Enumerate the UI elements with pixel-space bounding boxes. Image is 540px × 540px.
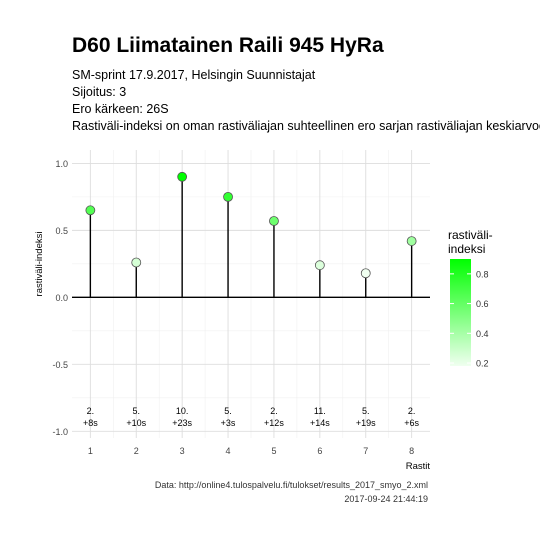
time-diff-label: +3s — [221, 418, 236, 428]
x-tick-label: 6 — [317, 446, 322, 456]
x-axis-title: Rastit — [406, 461, 431, 472]
legend-tick-label: 0.4 — [476, 329, 489, 339]
x-tick-label: 7 — [363, 446, 368, 456]
legend-title-line-2: indeksi — [448, 242, 485, 256]
rank-label: 11. — [314, 406, 326, 416]
time-diff-label: +19s — [356, 418, 376, 428]
data-point — [85, 205, 96, 216]
x-tick-label: 1 — [88, 446, 93, 456]
data-point — [406, 236, 417, 246]
data-point — [131, 257, 142, 268]
subtitle-line-4: Rastiväli-indeksi on oman rastiväliajan … — [72, 119, 540, 133]
time-diff-label: +12s — [264, 418, 284, 428]
rank-label: 5. — [224, 406, 232, 416]
time-diff-label: +14s — [310, 418, 330, 428]
rank-label: 5. — [362, 406, 370, 416]
subtitle-line-2: Sijoitus: 3 — [72, 85, 127, 99]
data-point — [360, 268, 371, 279]
x-tick-label: 4 — [226, 446, 231, 456]
legend-title-line-1: rastiväli- — [448, 228, 493, 242]
time-diff-label: +6s — [404, 418, 419, 428]
legend-tick-label: 0.8 — [476, 269, 489, 279]
y-tick-label: -0.5 — [52, 360, 68, 370]
subtitle-line-1: SM-sprint 17.9.2017, Helsingin Suunnista… — [72, 68, 316, 82]
x-tick-label: 2 — [134, 446, 139, 456]
y-tick-label: 1.0 — [55, 159, 68, 169]
caption-source: Data: http://online4.tulospalvelu.fi/tul… — [154, 480, 428, 490]
time-diff-label: +10s — [126, 418, 146, 428]
data-point — [314, 260, 325, 271]
rank-label: 2. — [408, 406, 416, 416]
y-axis-title: rastiväli-indeksi — [34, 232, 45, 297]
y-tick-label: -1.0 — [52, 427, 68, 437]
y-tick-label: 0.5 — [55, 226, 68, 236]
rank-label: 10. — [176, 406, 189, 416]
x-tick-label: 5 — [271, 446, 276, 456]
subtitle-line-3: Ero kärkeen: 26S — [72, 102, 169, 116]
legend-tick-label: 0.2 — [476, 359, 489, 369]
data-point — [223, 191, 233, 202]
legend-colorbar — [450, 259, 471, 366]
legend-tick-label: 0.6 — [476, 299, 489, 309]
x-tick-label: 8 — [409, 446, 414, 456]
y-tick-label: 0.0 — [55, 293, 68, 303]
time-diff-label: +23s — [172, 418, 192, 428]
rank-label: 5. — [132, 406, 140, 416]
data-point — [177, 171, 188, 182]
caption-timestamp: 2017-09-24 21:44:19 — [344, 494, 428, 504]
rank-label: 2. — [87, 406, 95, 416]
chart-title: D60 Liimatainen Raili 945 HyRa — [72, 34, 384, 57]
data-point — [269, 216, 279, 226]
rank-label: 2. — [270, 406, 278, 416]
time-diff-label: +8s — [83, 418, 98, 428]
x-tick-label: 3 — [180, 446, 185, 456]
